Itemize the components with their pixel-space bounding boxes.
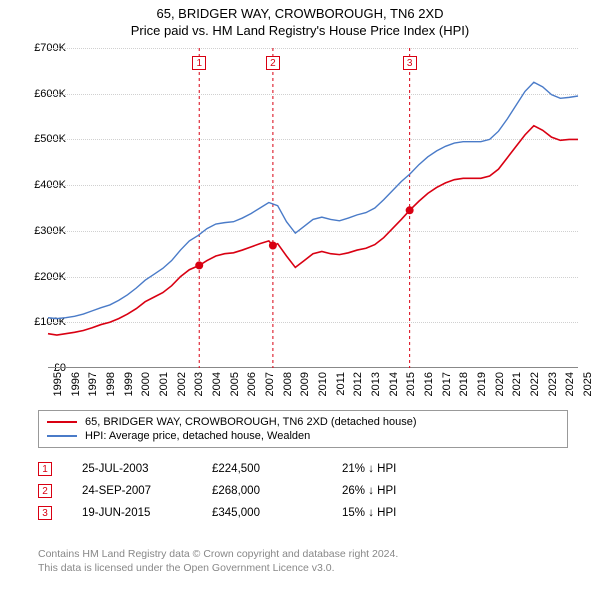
x-tick-label: 2005: [229, 372, 241, 402]
x-tick-label: 2017: [441, 372, 453, 402]
sale-row-price: £224,500: [212, 463, 342, 475]
sale-row-price: £345,000: [212, 507, 342, 519]
sale-row-number: 2: [38, 484, 52, 498]
sale-row: 2 24-SEP-2007£268,00026% ↓ HPI: [38, 480, 568, 502]
x-tick-label: 2018: [458, 372, 470, 402]
sale-marker-dot: [269, 241, 277, 249]
x-tick-label: 2009: [299, 372, 311, 402]
x-tick-label: 2003: [193, 372, 205, 402]
x-tick-label: 2021: [511, 372, 523, 402]
x-tick-label: 2014: [388, 372, 400, 402]
x-tick-label: 2019: [476, 372, 488, 402]
legend-swatch: [47, 435, 77, 437]
x-tick-label: 2025: [582, 372, 594, 402]
x-tick-label: 2015: [405, 372, 417, 402]
sale-row-delta: 21% ↓ HPI: [342, 463, 462, 475]
sale-row: 1 25-JUL-2003£224,50021% ↓ HPI: [38, 458, 568, 480]
x-tick-label: 2022: [529, 372, 541, 402]
legend-item: 65, BRIDGER WAY, CROWBOROUGH, TN6 2XD (d…: [47, 415, 559, 429]
sale-marker-number: 3: [403, 56, 417, 70]
sale-row-number: 3: [38, 506, 52, 520]
sales-table: 1 25-JUL-2003£224,50021% ↓ HPI 2 24-SEP-200…: [38, 458, 568, 524]
x-tick-label: 1997: [87, 372, 99, 402]
sale-marker-dot: [406, 206, 414, 214]
x-tick-label: 2020: [494, 372, 506, 402]
legend: 65, BRIDGER WAY, CROWBOROUGH, TN6 2XD (d…: [38, 410, 568, 448]
title-subtitle: Price paid vs. HM Land Registry's House …: [10, 23, 590, 38]
x-tick-label: 2006: [246, 372, 258, 402]
x-tick-label: 2007: [264, 372, 276, 402]
chart-container: 65, BRIDGER WAY, CROWBOROUGH, TN6 2XD Pr…: [0, 0, 600, 590]
footer-line2: This data is licensed under the Open Gov…: [38, 562, 568, 576]
x-tick-label: 2010: [317, 372, 329, 402]
sale-row-date: 24-SEP-2007: [82, 485, 212, 497]
x-tick-label: 2016: [423, 372, 435, 402]
line-chart-svg: [48, 48, 578, 368]
sale-marker-number: 1: [192, 56, 206, 70]
x-tick-label: 1996: [70, 372, 82, 402]
x-tick-label: 2011: [335, 372, 347, 402]
x-tick-label: 2012: [352, 372, 364, 402]
legend-swatch: [47, 421, 77, 423]
x-tick-label: 2004: [211, 372, 223, 402]
x-tick-label: 1999: [123, 372, 135, 402]
sale-marker-number: 2: [266, 56, 280, 70]
x-tick-label: 2001: [158, 372, 170, 402]
x-tick-label: 2013: [370, 372, 382, 402]
x-tick-label: 2024: [564, 372, 576, 402]
sale-row-date: 25-JUL-2003: [82, 463, 212, 475]
series-line-hpi: [48, 82, 578, 318]
sale-marker-dot: [195, 261, 203, 269]
sale-row: 3 19-JUN-2015£345,00015% ↓ HPI: [38, 502, 568, 524]
title-address: 65, BRIDGER WAY, CROWBOROUGH, TN6 2XD: [10, 6, 590, 21]
x-tick-label: 2002: [176, 372, 188, 402]
sale-row-price: £268,000: [212, 485, 342, 497]
legend-label: HPI: Average price, detached house, Weal…: [85, 430, 310, 442]
sale-row-delta: 15% ↓ HPI: [342, 507, 462, 519]
x-tick-label: 2008: [282, 372, 294, 402]
sale-row-number: 1: [38, 462, 52, 476]
title-block: 65, BRIDGER WAY, CROWBOROUGH, TN6 2XD Pr…: [0, 0, 600, 40]
legend-item: HPI: Average price, detached house, Weal…: [47, 429, 559, 443]
sale-row-date: 19-JUN-2015: [82, 507, 212, 519]
sale-row-delta: 26% ↓ HPI: [342, 485, 462, 497]
footer-line1: Contains HM Land Registry data © Crown c…: [38, 548, 568, 562]
x-tick-label: 2000: [140, 372, 152, 402]
x-tick-label: 1995: [52, 372, 64, 402]
x-tick-label: 2023: [547, 372, 559, 402]
x-tick-label: 1998: [105, 372, 117, 402]
footer-attribution: Contains HM Land Registry data © Crown c…: [38, 548, 568, 575]
series-line-property: [48, 126, 578, 335]
legend-label: 65, BRIDGER WAY, CROWBOROUGH, TN6 2XD (d…: [85, 416, 417, 428]
